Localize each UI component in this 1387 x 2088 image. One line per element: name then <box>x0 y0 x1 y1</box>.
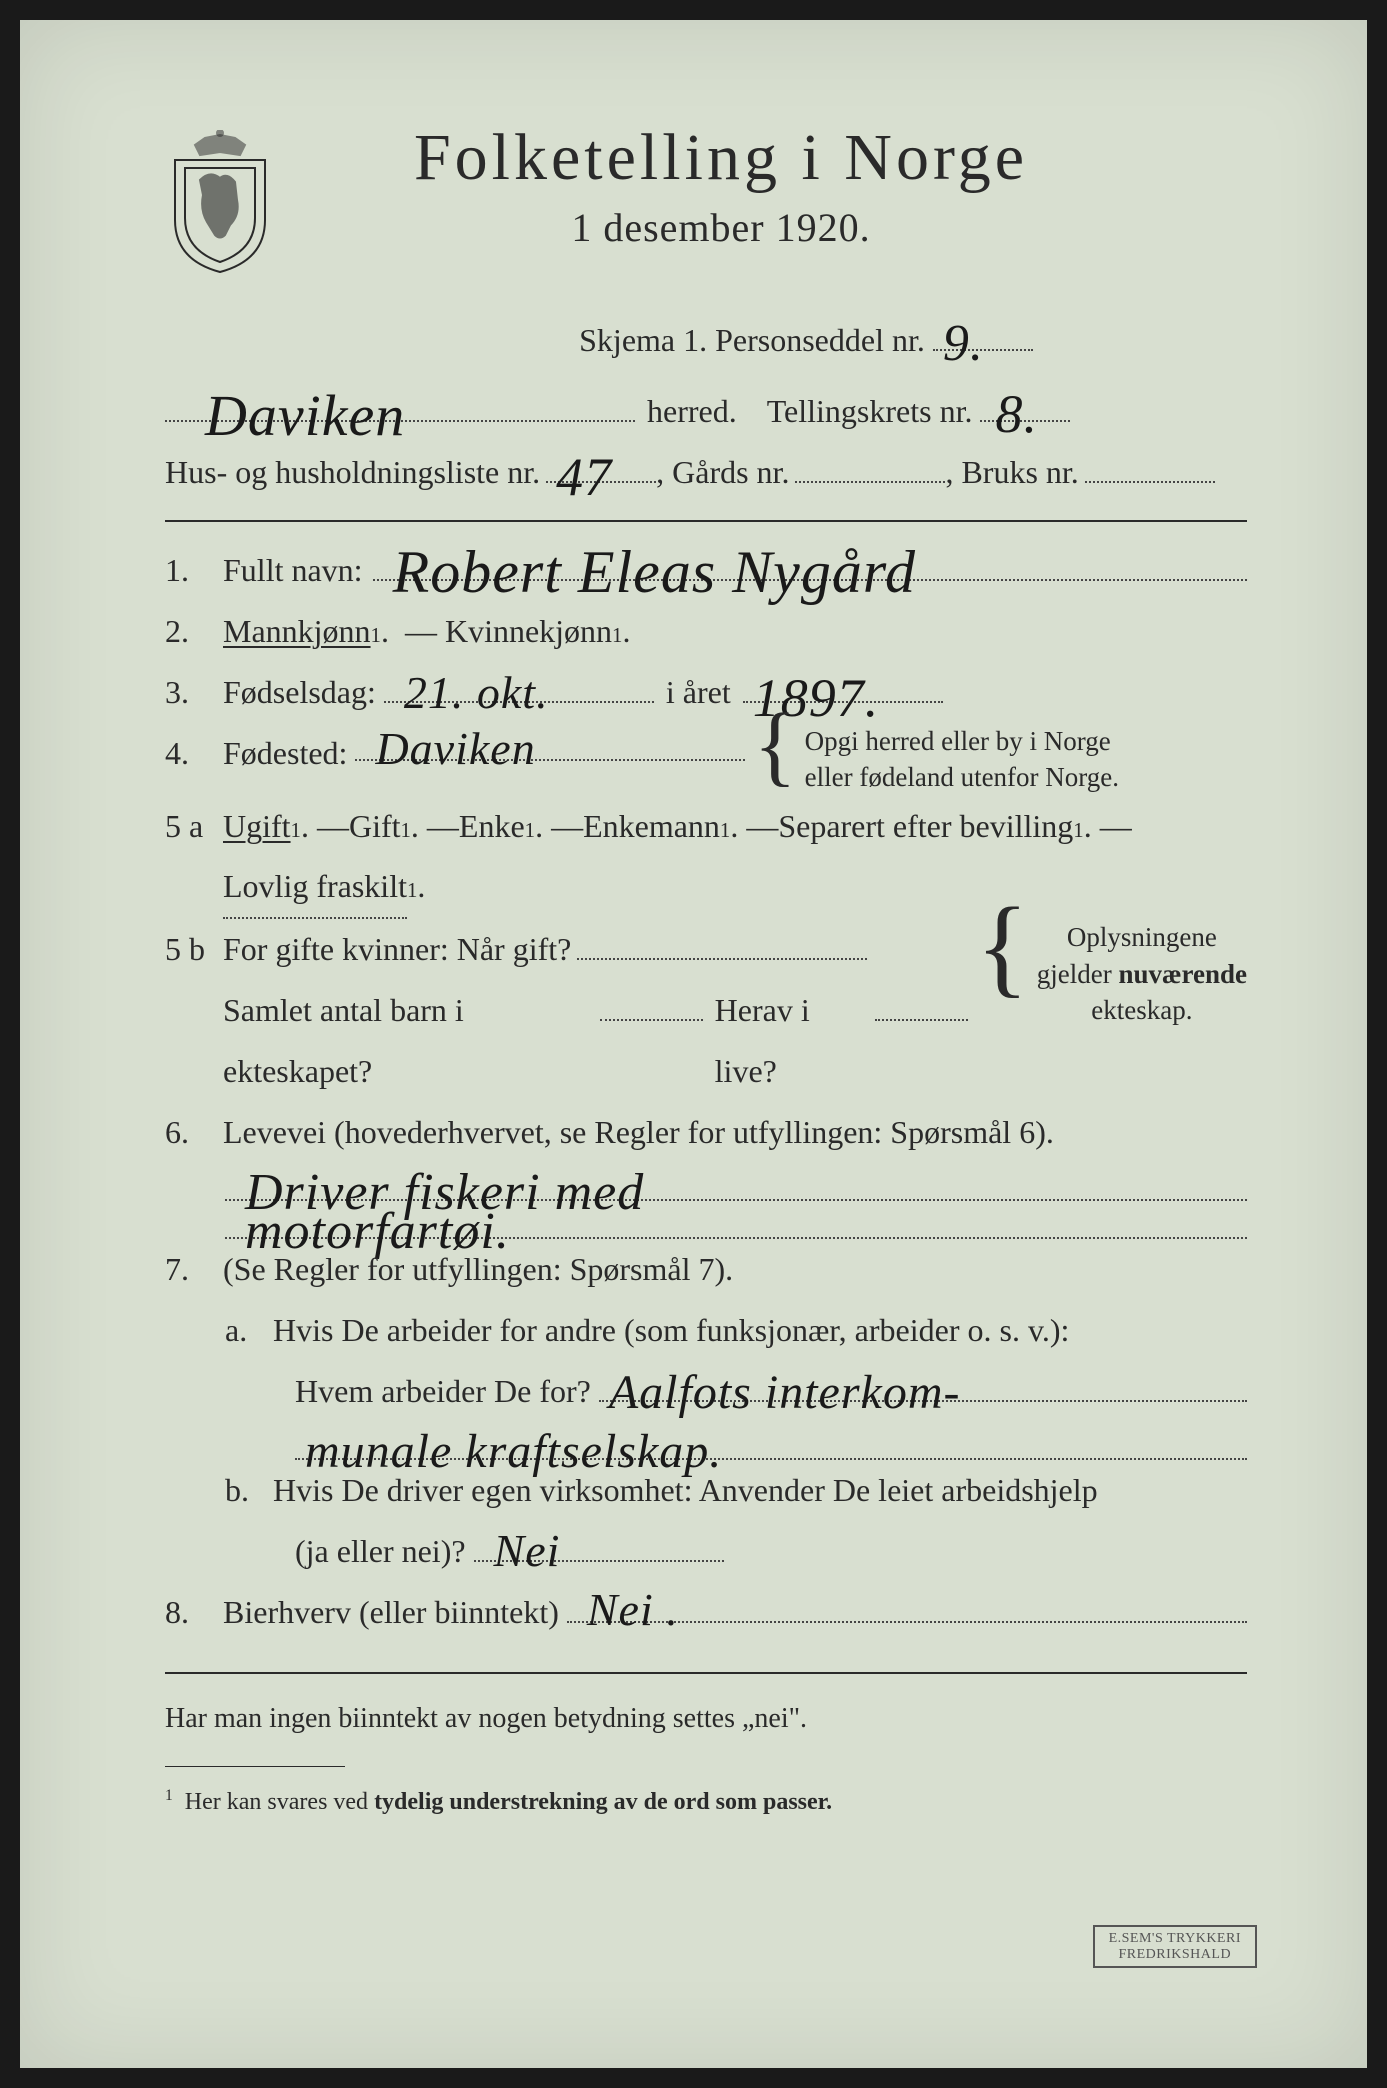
enke-option: Enke <box>459 796 525 857</box>
footnote: 1 Her kan svares ved tydelig understrekn… <box>165 1787 1247 1816</box>
question-7a-line3: munale kraftselskap. <box>165 1422 1247 1460</box>
brace-icon: { <box>753 723 796 768</box>
q5b-num: 5 b <box>165 919 223 980</box>
q7b-text2: (ja eller nei)? <box>295 1521 466 1582</box>
question-5a-cont: Lovlig fraskilt1. <box>165 856 1247 919</box>
q1-label: Fullt navn: <box>223 540 363 601</box>
q3-label: Fødselsdag: <box>223 662 376 723</box>
q8-label: Bierhverv (eller biinntekt) <box>223 1582 559 1643</box>
q5a-num: 5 a <box>165 796 223 857</box>
printer-stamp: E.SEM'S TRYKKERI FREDRIKSHALD <box>1093 1925 1257 1968</box>
q4-note-line1: Opgi herred eller by i Norge <box>805 726 1111 756</box>
q5b-label2: Samlet antal barn i ekteskapet? <box>223 980 594 1102</box>
document-title: Folketelling i Norge <box>305 120 1137 196</box>
husliste-line: Hus- og husholdningsliste nr. 47 , Gårds… <box>165 442 1247 503</box>
q8-num: 8. <box>165 1582 223 1643</box>
divider <box>165 1672 1247 1674</box>
tellingskrets-label: Tellingskrets nr. <box>767 381 973 442</box>
stamp-line2: FREDRIKSHALD <box>1119 1947 1232 1962</box>
mannkjonn-option: Mannkjønn <box>223 601 371 662</box>
question-5a: 5 a Ugift1. — Gift1. — Enke1. — Enkemann… <box>165 796 1247 857</box>
q7b-label: b. <box>225 1460 273 1521</box>
footnote-text: Her kan svares ved tydelig understreknin… <box>185 1789 832 1815</box>
brace-icon: { <box>976 919 1029 974</box>
title-block: Folketelling i Norge 1 desember 1920. <box>305 120 1247 251</box>
q5b-note: Oplysningene gjelder nuværende ekteskap. <box>1037 919 1247 1028</box>
q5b-note-2: gjelder nuværende <box>1037 959 1247 989</box>
ugift-option: Ugift <box>223 796 291 857</box>
q4-note-line2: eller fødeland utenfor Norge. <box>805 762 1119 792</box>
bruks-label: , Bruks nr. <box>945 442 1078 503</box>
enkemann-option: Enkemann <box>583 796 720 857</box>
q6-num: 6. <box>165 1102 223 1163</box>
document-date: 1 desember 1920. <box>305 204 1137 251</box>
lovlig-option: Lovlig fraskilt <box>223 868 407 904</box>
footnote-rule <box>165 1766 345 1767</box>
question-7b-line2: (ja eller nei)? Nei <box>165 1521 1247 1582</box>
q4-label: Fødested: <box>223 723 347 784</box>
q5b-note-3: ekteskap. <box>1091 995 1192 1025</box>
q4-note: Opgi herred eller by i Norge eller fødel… <box>805 723 1119 796</box>
question-8: 8. Bierhverv (eller biinntekt) Nei . <box>165 1582 1247 1643</box>
question-3: 3. Fødselsdag: 21. okt. i året 1897. <box>165 662 1247 723</box>
footer-note: Har man ingen biinntekt av nogen betydni… <box>165 1692 1247 1745</box>
husliste-value: 47 <box>556 426 612 529</box>
q7b-text1: Hvis De driver egen virksomhet: Anvender… <box>273 1460 1098 1521</box>
q4-num: 4. <box>165 723 223 784</box>
q7-num: 7. <box>165 1239 223 1300</box>
q5b-label1: For gifte kvinner: Når gift? <box>223 919 571 980</box>
question-7b: b. Hvis De driver egen virksomhet: Anven… <box>165 1460 1247 1521</box>
question-7: 7. (Se Regler for utfyllingen: Spørsmål … <box>165 1239 1247 1300</box>
year-label: i året <box>666 662 731 723</box>
question-5b: 5 b For gifte kvinner: Når gift? Samlet … <box>165 919 1247 1101</box>
q8-value: Nei . <box>587 1566 679 1653</box>
question-2: 2. Mannkjønn1. — Kvinnekjønn1. <box>165 601 1247 662</box>
gift-option: Gift <box>349 796 401 857</box>
schema-label: Skjema 1. Personseddel nr. <box>579 322 925 358</box>
herred-label: herred. <box>647 381 737 442</box>
q2-num: 2. <box>165 601 223 662</box>
question-4: 4. Fødested: Daviken { Opgi herred eller… <box>165 723 1247 796</box>
husliste-label: Hus- og husholdningsliste nr. <box>165 442 540 503</box>
stamp-line1: E.SEM'S TRYKKERI <box>1109 1931 1241 1946</box>
footnote-marker: 1 <box>165 1787 173 1804</box>
separert-option: Separert efter bevilling <box>778 796 1073 857</box>
q3-num: 3. <box>165 662 223 723</box>
header: Folketelling i Norge 1 desember 1920. <box>165 120 1247 275</box>
q7-label: (Se Regler for utfyllingen: Spørsmål 7). <box>223 1239 733 1300</box>
question-1: 1. Fullt navn: Robert Eleas Nygård <box>165 540 1247 601</box>
gards-label: , Gårds nr. <box>656 442 789 503</box>
q5b-note-1: Oplysningene <box>1067 922 1217 952</box>
birthplace-value: Daviken <box>375 705 535 792</box>
coat-of-arms-icon <box>165 130 275 275</box>
census-document: Folketelling i Norge 1 desember 1920. Sk… <box>20 20 1367 2068</box>
q7a-label: a. <box>225 1300 273 1361</box>
personseddel-number: 9. <box>943 295 984 394</box>
herred-line: Daviken herred. Tellingskrets nr. 8. <box>165 381 1247 442</box>
q5b-label3: Herav i live? <box>715 980 869 1102</box>
q6-answer-line2: motorfartøi. <box>165 1201 1247 1239</box>
q1-num: 1. <box>165 540 223 601</box>
